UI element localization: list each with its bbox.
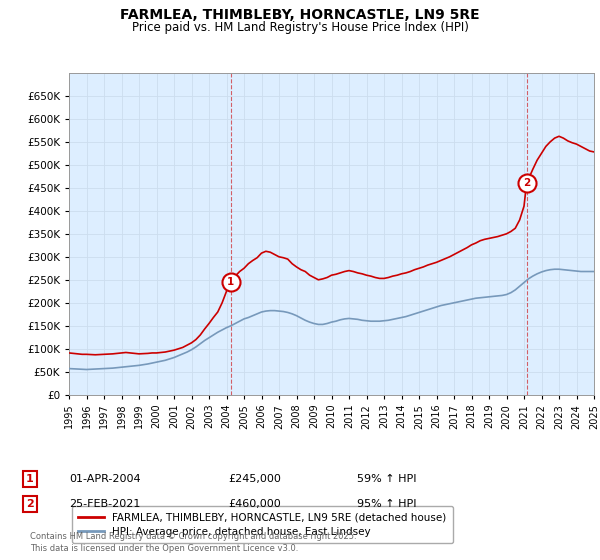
Legend: FARMLEA, THIMBLEBY, HORNCASTLE, LN9 5RE (detached house), HPI: Average price, de: FARMLEA, THIMBLEBY, HORNCASTLE, LN9 5RE … (71, 506, 453, 543)
Text: 25-FEB-2021: 25-FEB-2021 (69, 499, 140, 509)
Text: 2: 2 (26, 499, 34, 509)
Text: 95% ↑ HPI: 95% ↑ HPI (357, 499, 416, 509)
Text: 2: 2 (523, 178, 530, 188)
Text: £460,000: £460,000 (228, 499, 281, 509)
Text: 01-APR-2004: 01-APR-2004 (69, 474, 140, 484)
Text: £245,000: £245,000 (228, 474, 281, 484)
Text: Contains HM Land Registry data © Crown copyright and database right 2025.
This d: Contains HM Land Registry data © Crown c… (30, 533, 356, 553)
Text: Price paid vs. HM Land Registry's House Price Index (HPI): Price paid vs. HM Land Registry's House … (131, 21, 469, 34)
Text: 1: 1 (227, 277, 235, 287)
Text: 1: 1 (26, 474, 34, 484)
Text: FARMLEA, THIMBLEBY, HORNCASTLE, LN9 5RE: FARMLEA, THIMBLEBY, HORNCASTLE, LN9 5RE (120, 8, 480, 22)
Text: 59% ↑ HPI: 59% ↑ HPI (357, 474, 416, 484)
